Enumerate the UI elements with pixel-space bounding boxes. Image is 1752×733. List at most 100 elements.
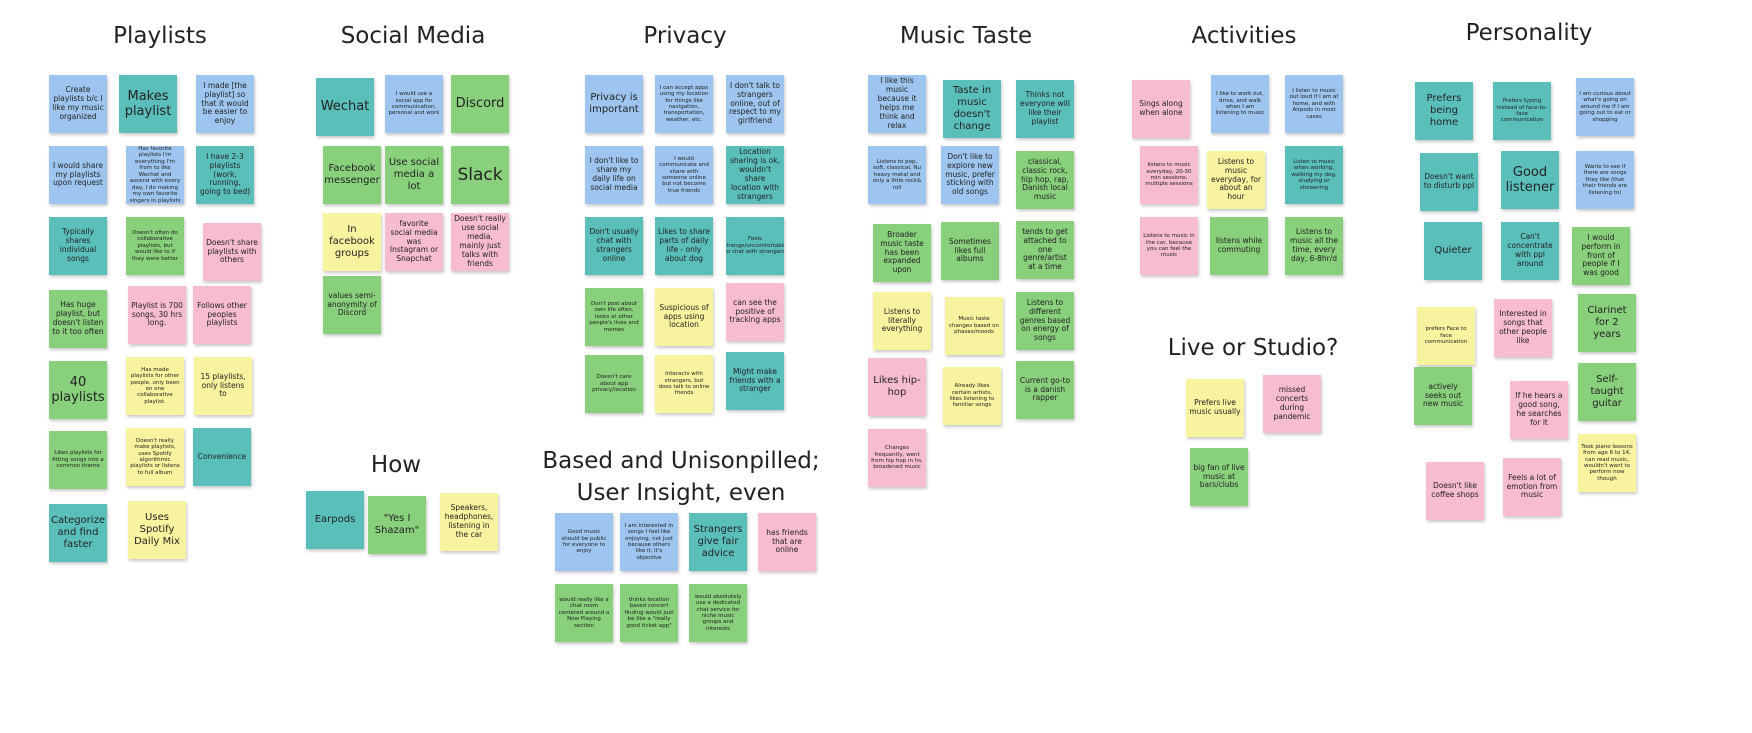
sticky-note[interactable]: Likes playlists for fitting songs into a…: [49, 431, 107, 489]
sticky-note[interactable]: Listens to music everyday, for about an …: [1207, 151, 1265, 209]
sticky-note[interactable]: Good listener: [1501, 151, 1559, 209]
sticky-note[interactable]: Doesn't really make playlists, uses Spot…: [126, 428, 184, 486]
sticky-note[interactable]: "Yes I Shazam": [368, 496, 426, 554]
sticky-note[interactable]: Doesn't care about app privacy/location: [585, 355, 643, 413]
sticky-note[interactable]: Clarinet for 2 years: [1578, 294, 1636, 352]
sticky-note[interactable]: listens while commuting: [1210, 217, 1268, 275]
sticky-note[interactable]: Changes frequently, went from hip hop in…: [868, 429, 926, 487]
sticky-note[interactable]: would absolutely use a dedicated chat se…: [689, 584, 747, 642]
sticky-note[interactable]: tends to get attached to one genre/artis…: [1016, 221, 1074, 279]
sticky-note[interactable]: Doesn't share playlists with others: [203, 223, 261, 281]
sticky-note[interactable]: I don't talk to strangers online, out of…: [726, 75, 784, 133]
sticky-note[interactable]: Create playlists b/c I like my music org…: [49, 75, 107, 133]
sticky-note[interactable]: Can't concentrate with ppl around: [1501, 222, 1559, 280]
sticky-note[interactable]: Has huge playlist, but doesn't listen to…: [49, 290, 107, 348]
sticky-note[interactable]: Facebook messenger: [323, 146, 381, 204]
sticky-note[interactable]: Categorize and find faster: [49, 504, 107, 562]
sticky-note[interactable]: I would perform in front of people if I …: [1572, 227, 1630, 285]
sticky-note[interactable]: Feels a lot of emotion from music: [1503, 458, 1561, 516]
sticky-note[interactable]: Listens to pop, soft, classical, Nu heav…: [868, 146, 926, 204]
sticky-note[interactable]: I have 2-3 playlists (work, running, goi…: [196, 146, 254, 204]
sticky-note[interactable]: Playlist is 700 songs, 30 hrs long.: [128, 286, 186, 344]
sticky-note[interactable]: In facebook groups: [323, 213, 381, 271]
sticky-note[interactable]: 15 playlists, only listens to: [194, 357, 252, 415]
sticky-note[interactable]: Feels strange/uncomfortable to chat with…: [726, 217, 784, 275]
sticky-note[interactable]: Slack: [451, 146, 509, 204]
sticky-note[interactable]: Speakers, headphones, listening in the c…: [440, 493, 498, 551]
sticky-note[interactable]: Location sharing is ok, wouldn't share l…: [726, 146, 784, 204]
sticky-note[interactable]: I would use a social app for communicati…: [385, 75, 443, 133]
sticky-note[interactable]: Sings along when alone: [1132, 80, 1190, 138]
sticky-note[interactable]: Sometimes likes full albums: [941, 222, 999, 280]
sticky-note[interactable]: If he hears a good song, he searches for…: [1510, 381, 1568, 439]
sticky-note[interactable]: missed concerts during pandemic: [1263, 375, 1321, 433]
sticky-note[interactable]: I made [the playlist] so that it would b…: [196, 75, 254, 133]
sticky-note[interactable]: Prefers typing instead of face-to-face c…: [1493, 82, 1551, 140]
sticky-note[interactable]: Doesn't often do collaborative playlists…: [126, 217, 184, 275]
sticky-note[interactable]: I would communicate and share with someo…: [655, 146, 713, 204]
sticky-note[interactable]: Prefers being home: [1415, 82, 1473, 140]
sticky-note[interactable]: Discord: [451, 75, 509, 133]
sticky-note[interactable]: Current go-to is a danish rapper: [1016, 361, 1074, 419]
sticky-note[interactable]: Took piano lessons from age 6 to 14, can…: [1578, 434, 1636, 492]
sticky-note[interactable]: I can accept apps using my location for …: [655, 75, 713, 133]
sticky-note[interactable]: Thinks not everyone will like their play…: [1016, 80, 1074, 138]
sticky-note[interactable]: Makes playlist: [119, 75, 177, 133]
sticky-note[interactable]: thinks location based concert finding wo…: [620, 584, 678, 642]
sticky-note[interactable]: Already likes certain artists, likes lis…: [943, 367, 1001, 425]
sticky-note[interactable]: Strangers give fair advice: [689, 513, 747, 571]
sticky-note[interactable]: Prefers live music usually: [1186, 379, 1244, 437]
sticky-note[interactable]: I like this music because it helps me th…: [868, 75, 926, 133]
sticky-note[interactable]: Wants to see if there are songs they lik…: [1576, 151, 1634, 209]
sticky-note[interactable]: Interested in songs that other people li…: [1494, 299, 1552, 357]
sticky-note[interactable]: big fan of live music at bars/clubs: [1190, 448, 1248, 506]
sticky-note[interactable]: Has favorite playlists I'm everything I'…: [126, 146, 184, 204]
sticky-note[interactable]: values semi-anonymity of Discord: [323, 276, 381, 334]
sticky-note[interactable]: Taste in music doesn't change: [943, 80, 1001, 138]
sticky-note[interactable]: Typically shares individual songs: [49, 217, 107, 275]
sticky-note[interactable]: listens to music everyday, 20-30 min ses…: [1140, 146, 1198, 204]
sticky-note[interactable]: Follows other peoples playlists: [193, 286, 251, 344]
sticky-note[interactable]: Listens to music in the car, because you…: [1140, 217, 1198, 275]
sticky-note[interactable]: Likes hip-hop: [868, 358, 926, 416]
sticky-note[interactable]: Broader music taste has been expanded up…: [873, 224, 931, 282]
sticky-note[interactable]: Doesn't really use social media, mainly …: [451, 213, 509, 271]
sticky-note[interactable]: I am curious about what's going on aroun…: [1576, 78, 1634, 136]
sticky-note[interactable]: Don't usually chat with strangers online: [585, 217, 643, 275]
sticky-note[interactable]: Privacy is important: [585, 75, 643, 133]
sticky-note[interactable]: Doesn't want to disturb ppl: [1420, 153, 1478, 211]
sticky-note[interactable]: I don't like to share my daily life on s…: [585, 146, 643, 204]
sticky-note[interactable]: classical, classic rock, hip hop, rap, D…: [1016, 151, 1074, 209]
sticky-note[interactable]: I would share my playlists upon request: [49, 146, 107, 204]
sticky-note[interactable]: Quieter: [1424, 222, 1482, 280]
sticky-note[interactable]: I like to work out, drive, and walk when…: [1211, 75, 1269, 133]
sticky-note[interactable]: Likes to share parts of daily life - onl…: [655, 217, 713, 275]
sticky-note[interactable]: can see the positive of tracking apps: [726, 283, 784, 341]
sticky-note[interactable]: Earpods: [306, 491, 364, 549]
sticky-note[interactable]: I listen to music out loud if I am at ho…: [1285, 75, 1343, 133]
sticky-note[interactable]: Interacts with strangers, but does talk …: [655, 355, 713, 413]
sticky-note[interactable]: I am interested in songs I feel like enj…: [620, 513, 678, 571]
sticky-note[interactable]: Music taste changes based on phases/mood…: [945, 297, 1003, 355]
sticky-note[interactable]: would really like a chat room centered a…: [555, 584, 613, 642]
sticky-note[interactable]: Convenience: [193, 428, 251, 486]
sticky-note[interactable]: Don't like to explore new music, prefer …: [941, 146, 999, 204]
sticky-note[interactable]: favorite social media was Instagram or S…: [385, 213, 443, 271]
sticky-note[interactable]: Self-taught guitar: [1578, 363, 1636, 421]
sticky-note[interactable]: Wechat: [316, 78, 374, 136]
sticky-note[interactable]: Uses Spotify Daily Mix: [128, 501, 186, 559]
sticky-note[interactable]: Good music should be public for everyone…: [555, 513, 613, 571]
sticky-note[interactable]: Use social media a lot: [385, 146, 443, 204]
sticky-note[interactable]: Doesn't like coffee shops: [1426, 462, 1484, 520]
sticky-note[interactable]: Suspicious of apps using location: [655, 288, 713, 346]
sticky-note[interactable]: has friends that are online: [758, 513, 816, 571]
sticky-note[interactable]: Listen to music when working, walking my…: [1285, 146, 1343, 204]
sticky-note[interactable]: actively seeks out new music: [1414, 367, 1472, 425]
sticky-note[interactable]: Listens to music all the time, every day…: [1285, 217, 1343, 275]
sticky-note[interactable]: Might make friends with a stranger: [726, 352, 784, 410]
sticky-note[interactable]: 40 playlists: [49, 361, 107, 419]
sticky-note[interactable]: Listens to literally everything: [873, 292, 931, 350]
sticky-note[interactable]: prefers Face to face communication: [1417, 307, 1475, 365]
sticky-note[interactable]: Has made playlists for other people, onl…: [126, 357, 184, 415]
sticky-note[interactable]: Don't post about own life often, looks a…: [585, 288, 643, 346]
